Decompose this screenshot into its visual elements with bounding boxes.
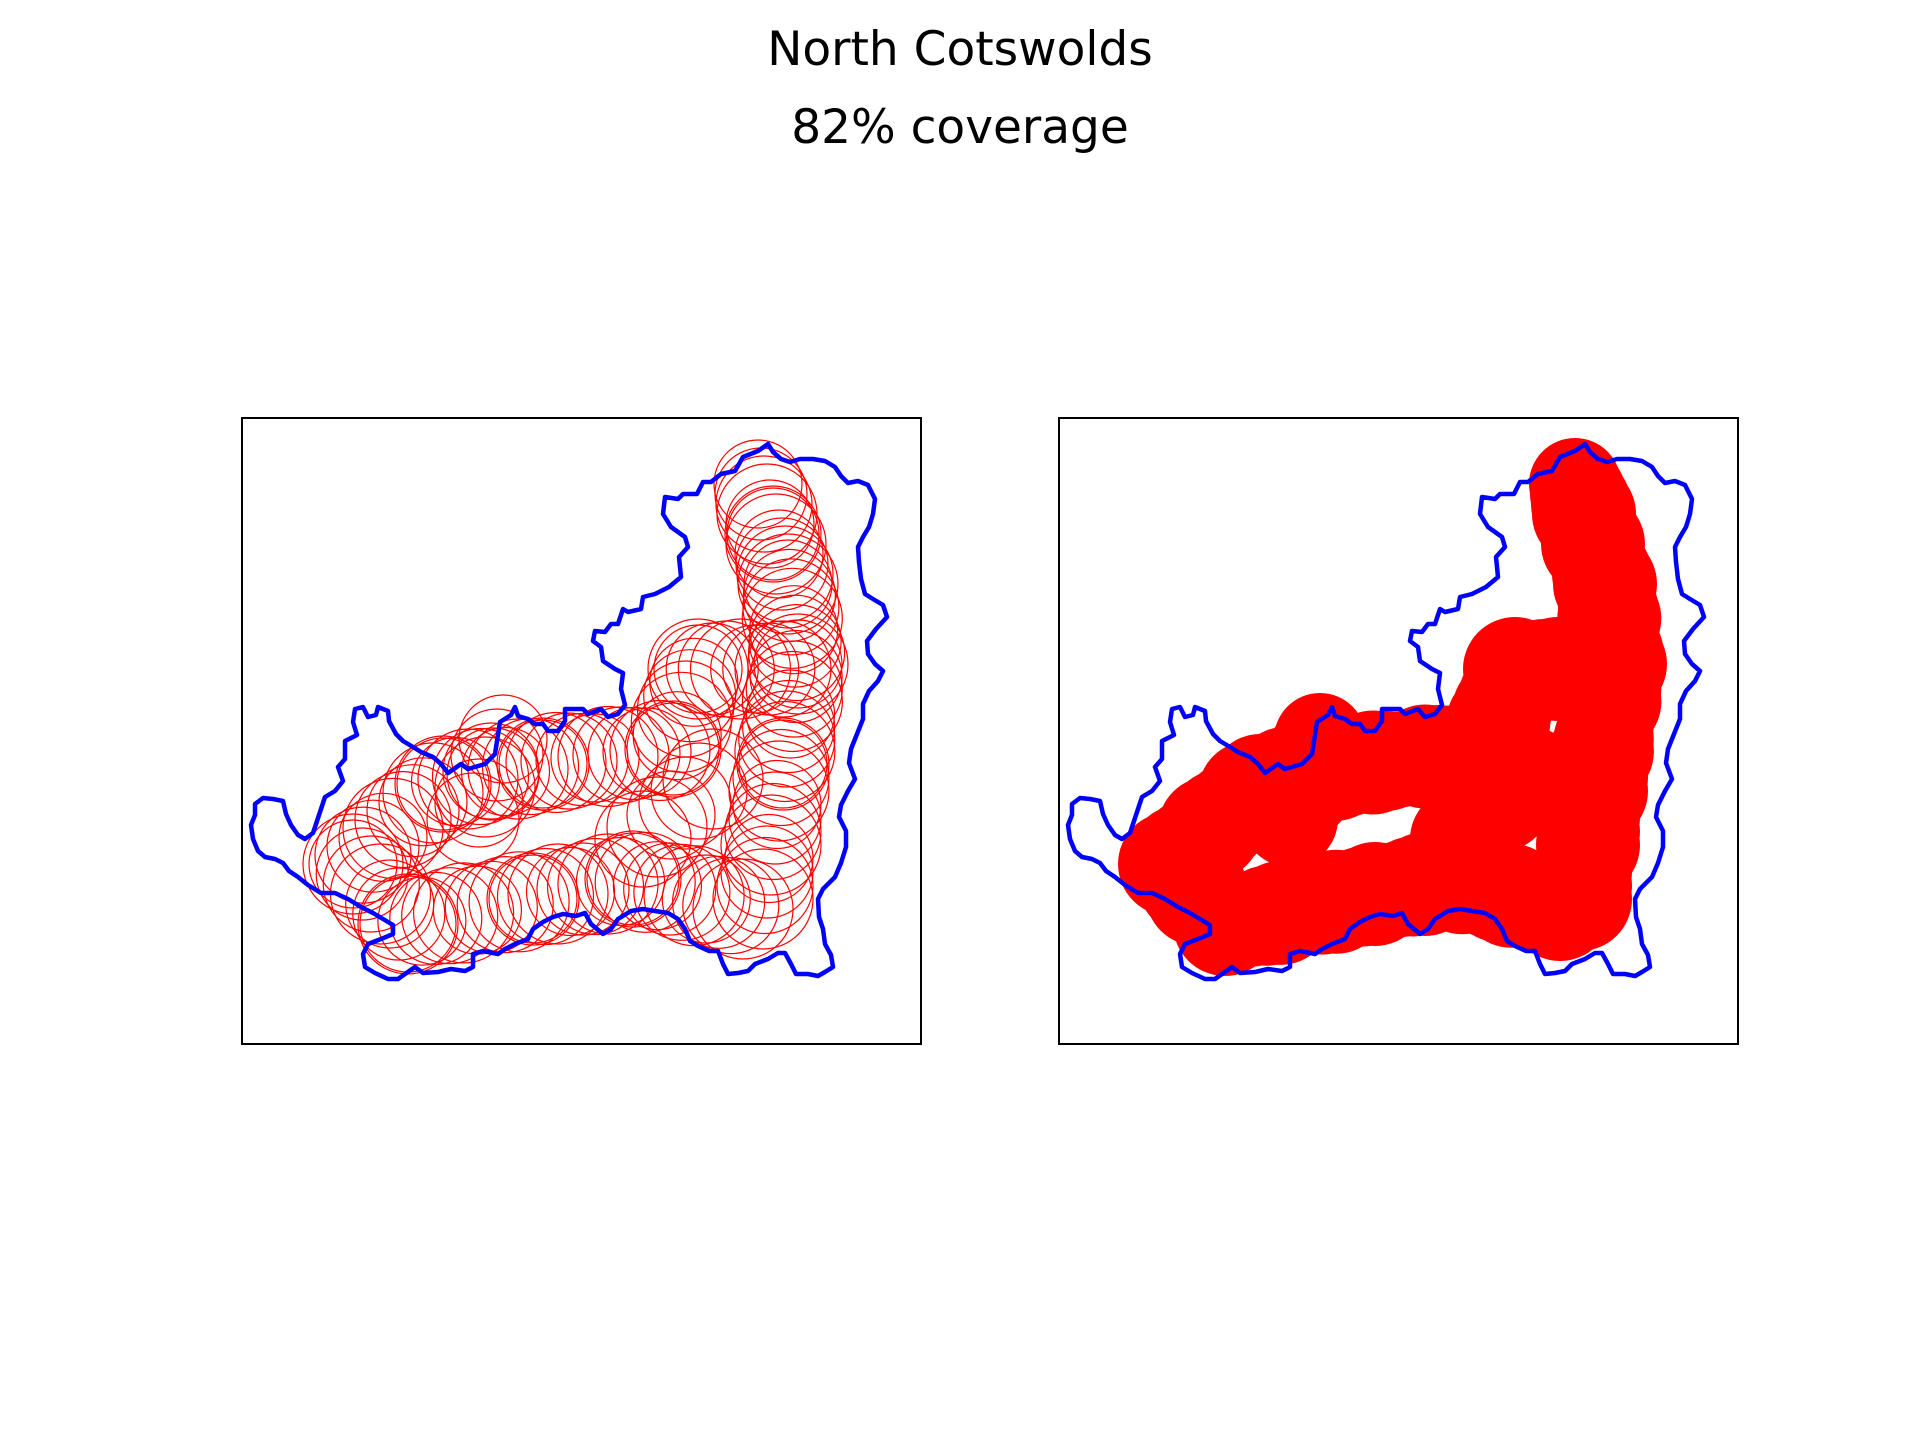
coverage-circle bbox=[732, 728, 830, 827]
coverage-circle bbox=[741, 567, 843, 669]
coverage-circle bbox=[520, 712, 618, 810]
coverage-circle bbox=[682, 857, 780, 955]
coverage-circle bbox=[505, 711, 607, 814]
coverage-circle bbox=[672, 855, 766, 949]
coverage-fill-circle bbox=[1550, 619, 1650, 719]
coverage-circle bbox=[378, 757, 468, 847]
coverage-circle bbox=[713, 439, 803, 529]
coverage-circle bbox=[732, 759, 822, 850]
coverage-circle bbox=[594, 790, 692, 888]
coverage-circle bbox=[431, 727, 530, 826]
coverage-circle bbox=[626, 770, 716, 860]
coverage-circle bbox=[737, 533, 839, 635]
coverage-circle-outlines bbox=[302, 439, 849, 975]
coverage-circle bbox=[649, 637, 739, 727]
coverage-circle bbox=[606, 776, 708, 878]
coverage-circle bbox=[633, 843, 731, 941]
coverage-circle bbox=[662, 728, 764, 830]
coverage-circle bbox=[749, 585, 839, 675]
coverage-circle bbox=[725, 493, 827, 595]
coverage-circle bbox=[434, 736, 536, 838]
coverage-circle bbox=[326, 799, 420, 893]
coverage-circle bbox=[742, 558, 840, 656]
coverage-circle bbox=[738, 719, 828, 809]
coverage-circle bbox=[724, 782, 822, 881]
coverage-circle bbox=[624, 700, 722, 798]
filled-map-svg bbox=[1065, 438, 1707, 982]
coverage-fill-circle bbox=[1478, 727, 1582, 831]
coverage-circle bbox=[486, 852, 580, 946]
coverage-circle bbox=[450, 708, 544, 802]
map-title: North Cotswolds bbox=[767, 22, 1153, 77]
coverage-circle bbox=[536, 842, 630, 936]
coverage-circle bbox=[432, 865, 522, 955]
coverage-circle bbox=[720, 794, 822, 896]
coverage-circle bbox=[413, 862, 515, 964]
coverage-circle bbox=[609, 699, 711, 802]
coverage-circle bbox=[623, 842, 717, 936]
coverage-circle bbox=[389, 871, 483, 965]
coverage-circle bbox=[638, 756, 732, 850]
coverage-circle bbox=[650, 742, 748, 840]
coverage-circle bbox=[749, 629, 843, 724]
coverage-circle bbox=[322, 835, 420, 933]
coverage-circle bbox=[507, 843, 609, 945]
coverage-circle bbox=[338, 792, 428, 882]
coverage-circle bbox=[458, 694, 548, 784]
coverage-circle bbox=[745, 640, 843, 738]
coverage-circle bbox=[741, 679, 836, 774]
coverage-fill-circle bbox=[1508, 857, 1612, 961]
district-boundary bbox=[248, 441, 890, 982]
coverage-circle bbox=[715, 455, 813, 553]
coverage-circle bbox=[401, 867, 499, 965]
coverage-circle bbox=[741, 650, 844, 753]
outline-map-svg bbox=[248, 439, 890, 982]
coverage-circle bbox=[525, 846, 616, 937]
coverage-circle bbox=[747, 604, 846, 702]
coverage-circle bbox=[661, 854, 751, 944]
coverage-circle bbox=[689, 618, 792, 720]
coverage-circle bbox=[456, 856, 554, 954]
district-boundary bbox=[1065, 441, 1707, 982]
coverage-circle bbox=[712, 848, 814, 950]
coverage-circle bbox=[734, 620, 832, 718]
coverage-circle bbox=[735, 517, 829, 611]
map-panel-outline-circles bbox=[241, 417, 922, 1045]
coverage-circle bbox=[329, 843, 432, 945]
coverage-subtitle: 82% coverage bbox=[791, 100, 1129, 155]
coverage-circle bbox=[692, 858, 794, 960]
coverage-circle bbox=[426, 772, 520, 866]
coverage-circle bbox=[496, 847, 595, 946]
coverage-circle bbox=[572, 706, 670, 804]
coverage-circle bbox=[647, 618, 749, 720]
coverage-circle bbox=[460, 726, 551, 817]
coverage-fill-circle bbox=[1242, 771, 1338, 867]
coverage-circle bbox=[496, 717, 590, 811]
coverage-circle bbox=[753, 619, 843, 709]
coverage-circle bbox=[743, 539, 833, 629]
coverage-circle bbox=[724, 485, 822, 583]
coverage-circle bbox=[738, 690, 836, 788]
map-panel-filled-coverage bbox=[1058, 417, 1739, 1045]
coverage-circle bbox=[442, 722, 540, 820]
coverage-circle bbox=[584, 830, 682, 928]
coverage-circle bbox=[352, 867, 446, 961]
coverage-circle bbox=[410, 736, 501, 827]
coverage-circle bbox=[468, 851, 570, 953]
coverage-circle bbox=[434, 758, 524, 848]
coverage-circle bbox=[716, 836, 814, 935]
coverage-circle bbox=[594, 831, 696, 933]
